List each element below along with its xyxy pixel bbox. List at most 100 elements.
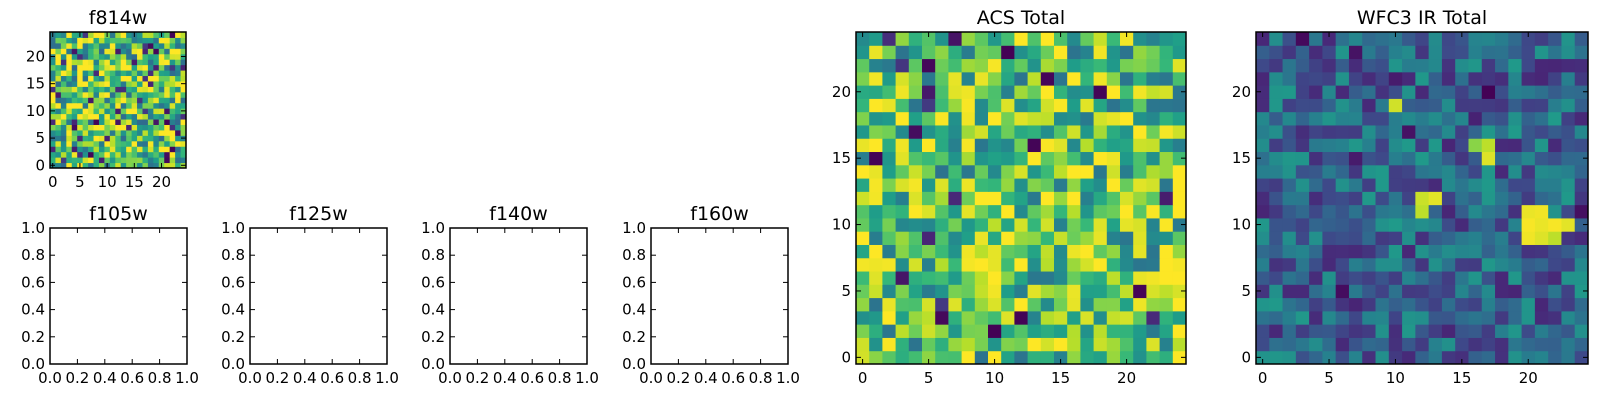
heatmap-cell (882, 191, 897, 206)
heatmap-cell (1521, 164, 1536, 179)
heatmap-cell (1495, 257, 1509, 272)
heatmap-cell (1455, 217, 1469, 232)
heatmap-cell (147, 42, 154, 49)
heatmap-cell (131, 59, 138, 66)
heatmap-cell (1133, 124, 1147, 139)
heatmap-cell (1495, 138, 1509, 153)
heatmap-cell (1001, 71, 1015, 86)
heatmap-cell (856, 244, 870, 259)
heatmap-cell (1335, 284, 1350, 299)
heatmap-cell (1375, 111, 1390, 126)
heatmap-cell (1481, 257, 1496, 272)
heatmap-cell (1040, 71, 1055, 86)
heatmap-cell (1561, 124, 1576, 139)
heatmap-cell (1159, 271, 1174, 285)
heatmap-cell (1335, 71, 1350, 86)
heatmap-cell (1054, 151, 1068, 166)
heatmap-cell (77, 135, 84, 142)
heatmap-cell (988, 284, 1002, 299)
heatmap-cell (895, 58, 910, 73)
heatmap-cell (1054, 32, 1068, 46)
heatmap-cell (1508, 337, 1523, 352)
heatmap-cell (126, 59, 133, 66)
heatmap-cell (109, 32, 116, 38)
heatmap-cell (1080, 124, 1095, 139)
heatmap-cell (169, 140, 176, 147)
heatmap-cell (1561, 231, 1576, 245)
heatmap-cell (71, 91, 78, 98)
x-tick-label: 15 (1452, 369, 1471, 387)
heatmap-cell (82, 64, 89, 71)
heatmap-cell (948, 217, 963, 232)
x-tick-label: 1.0 (776, 369, 800, 387)
heatmap-cell (988, 178, 1002, 192)
heatmap-cell (98, 140, 105, 147)
heatmap-cell (88, 135, 95, 142)
heatmap-cell (158, 64, 165, 71)
heatmap-cell (93, 37, 100, 44)
heatmap-cell (1001, 124, 1015, 139)
heatmap-cell (869, 45, 883, 60)
heatmap-cell (158, 151, 165, 158)
heatmap-cell (974, 244, 989, 259)
heatmap-cell (1574, 98, 1589, 113)
heatmap-cell (1428, 257, 1443, 272)
heatmap-cell (147, 157, 154, 164)
heatmap-cell (71, 64, 78, 71)
heatmap-cell (104, 75, 111, 82)
heatmap-cell (1508, 164, 1523, 179)
heatmap-cell (55, 124, 62, 131)
heatmap-cell (1295, 58, 1310, 73)
heatmap-cell (1080, 217, 1095, 232)
heatmap-cell (1256, 178, 1270, 192)
heatmap-cell (126, 102, 133, 109)
heatmap-cell (922, 350, 936, 365)
heatmap-cell (115, 53, 122, 60)
heatmap-cell (1146, 178, 1161, 192)
heatmap-cell (1014, 98, 1029, 113)
heatmap-cell (1133, 58, 1147, 73)
heatmap-cell (1402, 98, 1416, 113)
heatmap-cell (66, 59, 73, 66)
heatmap-cell (1481, 310, 1496, 325)
heatmap-cell (895, 350, 910, 365)
heatmap-cell (1133, 284, 1147, 299)
heatmap-cell (1508, 284, 1523, 299)
heatmap-cell (1468, 191, 1483, 206)
heatmap-cell (82, 113, 89, 120)
heatmap-cell (1120, 178, 1134, 192)
heatmap-cell (164, 162, 171, 169)
heatmap-cell (1508, 244, 1523, 259)
heatmap-cell (1481, 138, 1496, 153)
heatmap-cell (922, 32, 936, 46)
heatmap-cell (77, 59, 84, 66)
heatmap-cell (922, 85, 936, 99)
heatmap-cell (1133, 111, 1147, 126)
heatmap-cell (164, 140, 171, 147)
heatmap-cell (948, 324, 963, 338)
heatmap-cell (1468, 244, 1483, 259)
heatmap-cell (147, 91, 154, 98)
heatmap-cell (1309, 337, 1323, 352)
heatmap-cell (1027, 310, 1042, 325)
heatmap-cell (974, 350, 989, 365)
heatmap-cell (856, 45, 870, 60)
heatmap-cell (1561, 151, 1576, 166)
heatmap-cell (164, 70, 171, 77)
heatmap-cell (908, 124, 923, 139)
heatmap-cell (66, 108, 73, 115)
heatmap-cell (71, 135, 78, 142)
heatmap-cell (1106, 124, 1121, 139)
heatmap-cell (1146, 217, 1161, 232)
heatmap-cell (120, 70, 127, 77)
heatmap-cell (50, 91, 56, 98)
heatmap-cell (71, 162, 78, 169)
heatmap-cell (1574, 45, 1589, 60)
heatmap-cell (120, 151, 127, 158)
heatmap-cell (1534, 350, 1549, 365)
heatmap-cell (1561, 71, 1576, 86)
heatmap-cell (1014, 58, 1029, 73)
heatmap-cell (98, 146, 105, 153)
heatmap-cell (1322, 138, 1337, 153)
heatmap-cell (1172, 350, 1187, 365)
